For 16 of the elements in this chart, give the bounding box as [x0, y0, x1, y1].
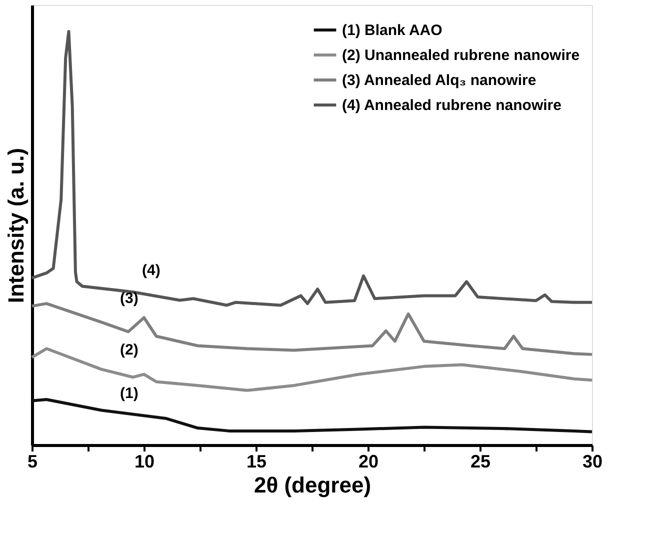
annotation: (1): [120, 384, 138, 402]
x-tick-label: 30: [582, 452, 603, 472]
legend-label: (2) Unannealed rubrene nanowire: [342, 47, 580, 64]
x-tick-label: 15: [246, 452, 267, 472]
x-tick-label: 20: [358, 452, 379, 472]
legend-label: (1) Blank AAO: [342, 22, 443, 39]
legend-label: (3) Annealed Alq₃ nanowire: [342, 72, 536, 89]
x-tick-label: 25: [470, 452, 491, 472]
annotation: (2): [120, 341, 138, 358]
annotation: (3): [120, 290, 138, 308]
y-axis-title: Intensity (a. u.): [4, 148, 28, 304]
x-tick-label: 5: [27, 452, 38, 472]
x-tick-label: 10: [134, 452, 155, 472]
x-axis-title: 2θ (degree): [254, 472, 372, 498]
legend-label: (4) Annealed rubrene nanowire: [342, 97, 562, 114]
annotation: (4): [142, 262, 160, 279]
